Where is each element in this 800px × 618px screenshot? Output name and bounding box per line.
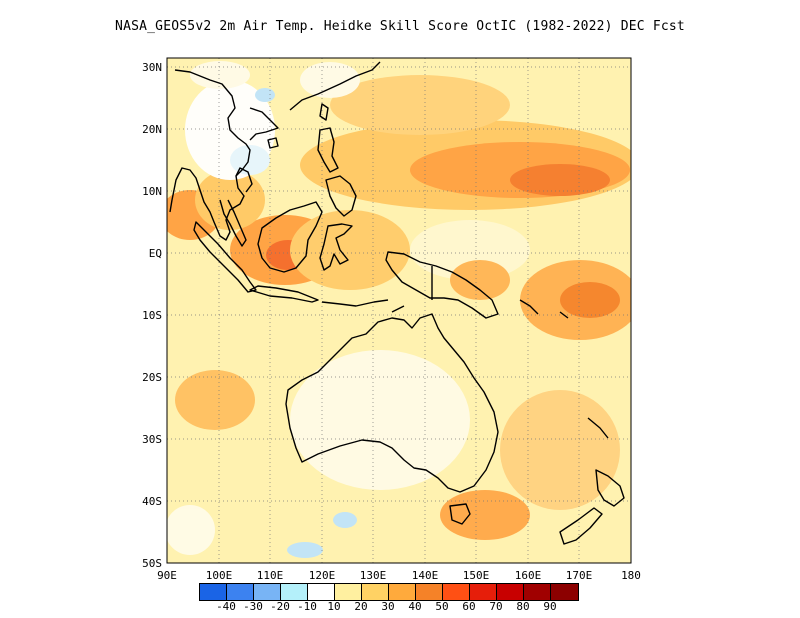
colorbar-swatch [497, 584, 524, 600]
colorbar-swatch [335, 584, 362, 600]
map-frame [166, 57, 632, 564]
colorbar-label: -40 [216, 600, 236, 613]
colorbar-swatch [362, 584, 389, 600]
lon-label: 180 [621, 569, 641, 582]
colorbar-swatch [308, 584, 335, 600]
lon-label: 120E [308, 569, 336, 582]
china-coast [289, 61, 381, 111]
lat-label: 20S [142, 371, 162, 384]
sulawesi-coast [319, 223, 353, 271]
map-title: NASA_GEOS5v2 2m Air Temp. Heidke Skill S… [115, 19, 685, 34]
lon-label: 130E [359, 569, 387, 582]
new-zealand-north [595, 469, 625, 507]
lat-label: 10S [142, 309, 162, 322]
colorbar-label: 90 [543, 600, 557, 613]
lat-label: EQ [148, 247, 162, 260]
colorbar-swatch [524, 584, 551, 600]
colorbar-swatch [551, 584, 578, 600]
australia-coast [285, 313, 499, 493]
coastlines [169, 61, 625, 545]
colorbar-label: -10 [297, 600, 317, 613]
lon-label: 100E [205, 569, 233, 582]
lat-label: 20N [142, 123, 162, 136]
lon-label: 110E [256, 569, 284, 582]
colorbar-labels: -40 -30 -20 -10 10 20 30 40 50 60 70 80 90 [199, 600, 603, 614]
colorbar-swatch [470, 584, 497, 600]
asia-mainland-coast [169, 69, 251, 241]
colorbar-swatch [254, 584, 281, 600]
new-zealand-south [559, 507, 603, 545]
lon-label: 140E [411, 569, 439, 582]
colorbar-label: 70 [489, 600, 503, 613]
lesser-sunda-islands [321, 299, 405, 313]
colorbar-swatch [443, 584, 470, 600]
luzon-coast [317, 127, 339, 173]
hainan-coast [267, 137, 279, 149]
lat-label: 40S [142, 495, 162, 508]
colorbar-label: 20 [354, 600, 368, 613]
taiwan-coast [319, 103, 329, 121]
colorbar-swatch [200, 584, 227, 600]
colorbar-label: 80 [516, 600, 530, 613]
colorbar-label: -20 [270, 600, 290, 613]
lat-label: 30S [142, 433, 162, 446]
malay-peninsula-coast [219, 199, 247, 247]
gulf-of-thailand [235, 167, 253, 193]
colorbar-label: -30 [243, 600, 263, 613]
indochina-east-coast [249, 107, 279, 141]
colorbar-swatch [281, 584, 308, 600]
java-coast [249, 285, 319, 303]
lon-label: 90E [157, 569, 177, 582]
solomon-islands [519, 299, 569, 319]
new-guinea-coast [385, 251, 499, 319]
lat-label: 50S [142, 557, 162, 570]
colorbar-label: 60 [462, 600, 476, 613]
colorbar-label: 50 [435, 600, 449, 613]
colorbar-label: 40 [408, 600, 422, 613]
colorbar [199, 583, 579, 601]
lon-label: 160E [514, 569, 542, 582]
colorbar-swatch [227, 584, 254, 600]
lat-label: 10N [142, 185, 162, 198]
borneo-coast [257, 201, 323, 273]
lat-label: 30N [142, 61, 162, 74]
new-caledonia-coast [587, 417, 609, 439]
tasmania-coast [449, 503, 471, 525]
colorbar-swatch [389, 584, 416, 600]
colorbar-label: 30 [381, 600, 395, 613]
colorbar-label: 10 [327, 600, 341, 613]
philippines-south-coast [325, 175, 357, 217]
colorbar-swatch [416, 584, 443, 600]
lon-label: 150E [462, 569, 490, 582]
lon-label: 170E [565, 569, 593, 582]
